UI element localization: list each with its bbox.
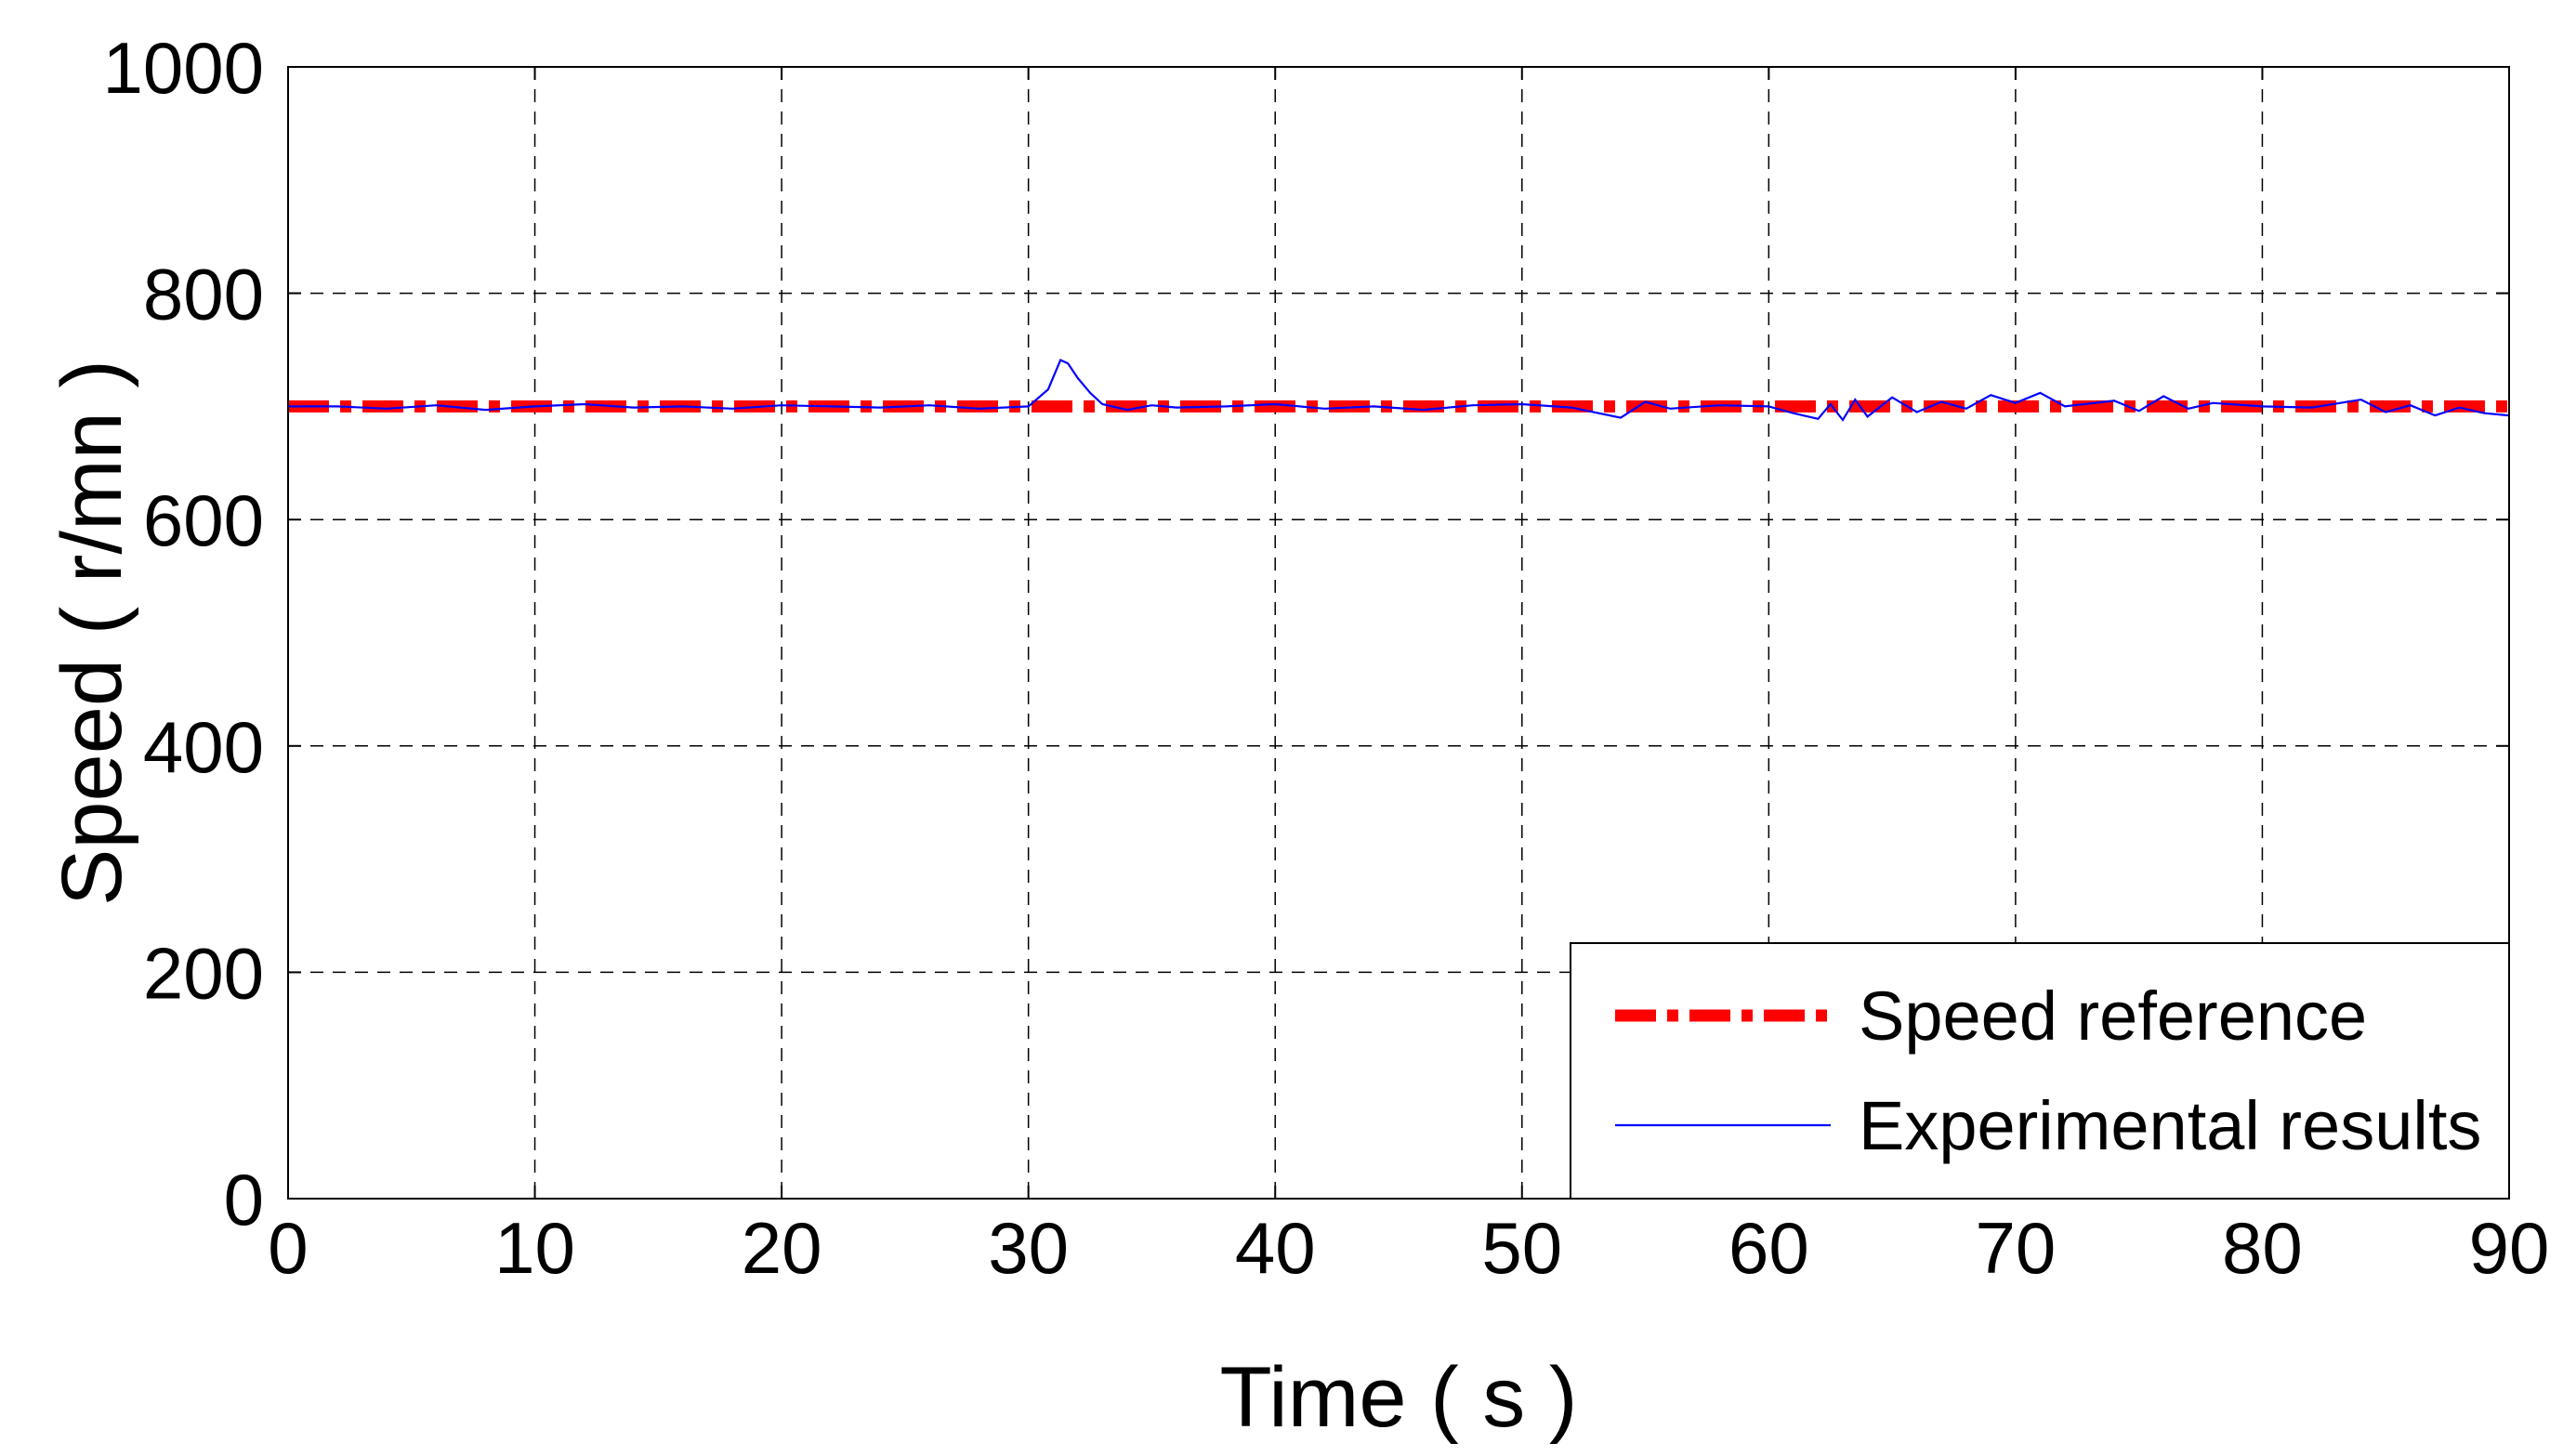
- x-tick-label: 40: [1235, 1207, 1316, 1289]
- series-layer: [288, 359, 2510, 422]
- y-tick-label: 200: [143, 932, 264, 1014]
- x-tick-label: 70: [1976, 1207, 2057, 1289]
- y-tick-label: 1000: [102, 27, 264, 109]
- y-tick-label: 0: [224, 1159, 264, 1240]
- legend-box: [1570, 942, 2510, 1200]
- x-tick-label: 10: [494, 1207, 575, 1289]
- plot-frame: [287, 66, 2510, 1200]
- legend: Speed reference Experimental results: [1570, 942, 2510, 1200]
- y-axis-title: Speed ( r/mn ): [45, 360, 139, 906]
- x-tick-label: 20: [742, 1207, 822, 1289]
- x-tick-label: 30: [988, 1207, 1069, 1289]
- x-tick-label: 80: [2222, 1207, 2303, 1289]
- legend-label-experimental-results: Experimental results: [1859, 1087, 2481, 1164]
- x-tick-label: 60: [1728, 1207, 1809, 1289]
- y-tick-label: 400: [143, 706, 264, 788]
- legend-label-speed-reference: Speed reference: [1859, 977, 2367, 1055]
- y-tick-label: 800: [143, 254, 264, 335]
- x-tick-label: 0: [268, 1207, 308, 1289]
- ticks: 0 10 20 30 40 50 60 70 80 90 0 200 400 600 800 1000: [102, 27, 2549, 1289]
- x-tick-label: 50: [1481, 1207, 1562, 1289]
- x-tick-label: 90: [2469, 1207, 2550, 1289]
- x-axis-title: Time ( s ): [1220, 1350, 1578, 1445]
- y-tick-label: 600: [143, 479, 264, 561]
- grid: [288, 67, 2509, 1199]
- series-experimental-results: [288, 359, 2510, 422]
